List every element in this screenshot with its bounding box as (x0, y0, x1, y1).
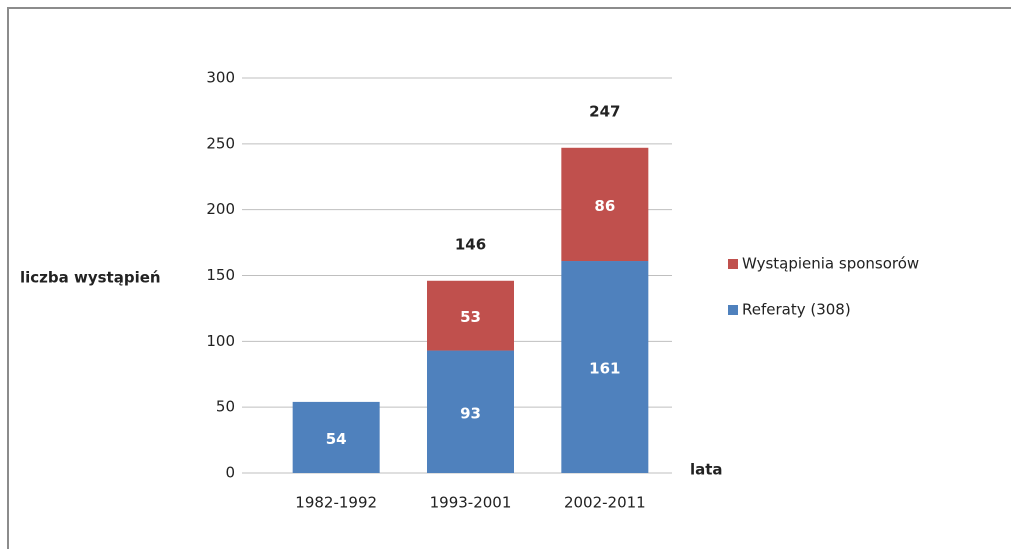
total-label: 247 (589, 102, 620, 120)
x-tick-label: 1993-2001 (430, 494, 512, 512)
data-label: 54 (326, 430, 347, 448)
y-tick-label: 300 (206, 69, 235, 87)
x-tick-label: 1982-1992 (295, 494, 377, 512)
y-tick-label: 100 (206, 332, 235, 350)
chart-frame (7, 7, 1011, 549)
y-axis-label: liczba wystąpień (20, 269, 161, 287)
y-tick-label: 250 (206, 134, 235, 152)
legend-label: Referaty (308) (742, 301, 851, 319)
data-label: 86 (594, 197, 615, 215)
y-tick-label: 50 (216, 398, 235, 416)
y-tick-label: 150 (206, 266, 235, 284)
total-label: 146 (455, 235, 486, 253)
x-tick-label: 2002-2011 (564, 494, 646, 512)
data-label: 53 (460, 308, 481, 326)
bar-segment (292, 401, 380, 473)
data-label: 161 (589, 360, 620, 378)
bar-segment (561, 261, 649, 473)
legend-swatch (728, 259, 738, 269)
legend-label: Wystąpienia sponsorów (742, 255, 919, 273)
y-tick-label: 200 (206, 200, 235, 218)
data-label: 93 (460, 404, 481, 422)
legend-swatch (728, 305, 738, 315)
y-tick-label: 0 (225, 464, 235, 482)
bar-segment (427, 280, 514, 351)
x-axis-label: lata (690, 461, 723, 479)
bar-segment (561, 147, 649, 262)
bar-segment (427, 350, 514, 473)
